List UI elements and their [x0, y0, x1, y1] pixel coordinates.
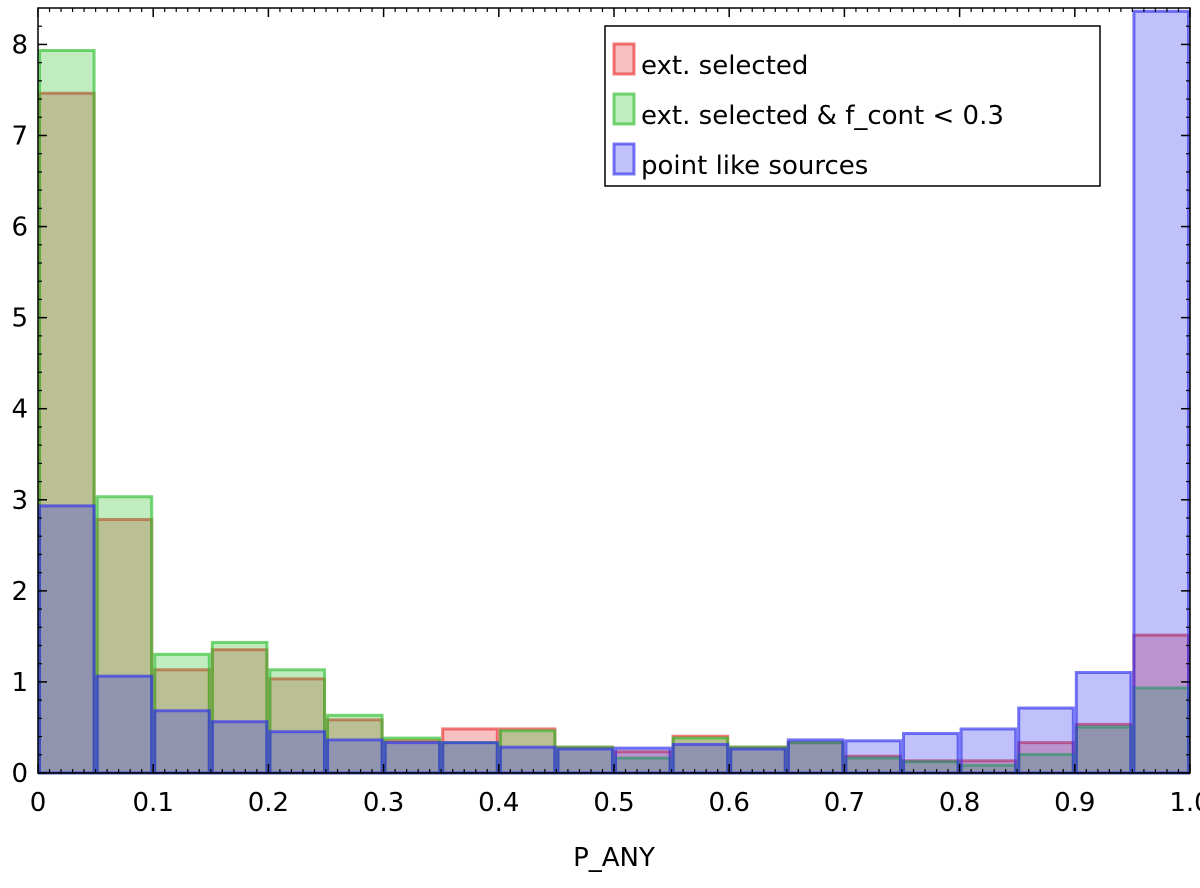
bars-layer	[38, 9, 1191, 775]
y-tick-label: 7	[11, 122, 28, 152]
bar-series-1-bin-20	[1132, 633, 1191, 775]
bar-series-3-bin-10	[556, 747, 615, 775]
x-tick-label: 0.7	[824, 788, 865, 818]
bar-series-2-bin-13	[729, 745, 787, 775]
y-tick-label: 6	[11, 213, 28, 243]
legend-label-3: point like sources	[641, 151, 868, 181]
x-tick-label: 0.4	[478, 788, 519, 818]
legend-swatch-3	[612, 142, 636, 176]
x-tick-label: 0.3	[363, 788, 404, 818]
x-tick-label: 0.6	[709, 788, 750, 818]
bar-series-2-bin-1	[38, 48, 96, 775]
bar-series-3-bin-18	[1017, 706, 1075, 775]
bar-series-3-bin-5	[268, 730, 326, 775]
plot-frame	[37, 7, 1191, 774]
bar-series-3-bin-6	[326, 738, 384, 775]
bar-series-3-bin-9	[498, 745, 557, 775]
bar-series-3-bin-15	[844, 739, 903, 775]
bar-series-3-bin-1	[38, 504, 96, 775]
legend: ext. selected ext. selected & f_cont < 0.…	[604, 25, 1101, 187]
legend-label-2: ext. selected & f_cont < 0.3	[641, 101, 1004, 131]
x-tick-label: 0.2	[248, 788, 289, 818]
y-tick-label: 2	[11, 577, 28, 607]
legend-swatch-1	[612, 42, 636, 76]
bar-series-3-bin-2	[95, 674, 154, 775]
bar-series-3-bin-16	[902, 732, 960, 775]
bar-series-3-bin-19	[1074, 671, 1133, 775]
x-tick-label: 0.1	[133, 788, 174, 818]
y-tick-label: 4	[11, 395, 28, 425]
series-1-group	[38, 91, 1191, 775]
series-3-group	[38, 9, 1191, 775]
y-tick-label: 0	[11, 759, 28, 789]
y-tick-label: 8	[11, 30, 28, 60]
bar-series-3-bin-3	[153, 709, 211, 775]
bar-series-1-bin-2	[95, 518, 154, 775]
bar-series-3-bin-11	[614, 746, 672, 775]
x-tick-label: 0.8	[939, 788, 980, 818]
x-tick-label: 0.9	[1054, 788, 1095, 818]
legend-frame	[604, 25, 1101, 187]
labels-layer: 0 0.1 0.2 0.3 0.4 0.5 0.6 0.7 0.8 0.9 1.0 0 1 2 3 4 5 6 7 8	[11, 30, 1200, 818]
x-tick-label: 1.0	[1169, 788, 1200, 818]
bar-series-3-bin-8	[441, 741, 499, 775]
bar-series-3-bin-13	[729, 747, 787, 775]
y-tick-label: 5	[11, 304, 28, 334]
y-tick-label: 1	[11, 668, 28, 698]
legend-swatch-2	[612, 92, 636, 126]
bar-series-3-bin-17	[959, 727, 1018, 775]
bar-series-3-bin-20	[1132, 9, 1191, 775]
legend-label-1: ext. selected	[641, 51, 808, 81]
x-tick-label: 0	[30, 788, 47, 818]
bar-series-3-bin-12	[671, 742, 730, 775]
y-tick-label: 3	[11, 486, 28, 516]
x-tick-label: 0.5	[593, 788, 634, 818]
x-axis-label: P_ANY	[573, 843, 655, 873]
bar-series-3-bin-7	[383, 741, 442, 775]
bar-series-3-bin-14	[786, 738, 845, 775]
bar-series-2-bin-4	[210, 640, 269, 775]
bar-series-3-bin-4	[210, 720, 269, 775]
